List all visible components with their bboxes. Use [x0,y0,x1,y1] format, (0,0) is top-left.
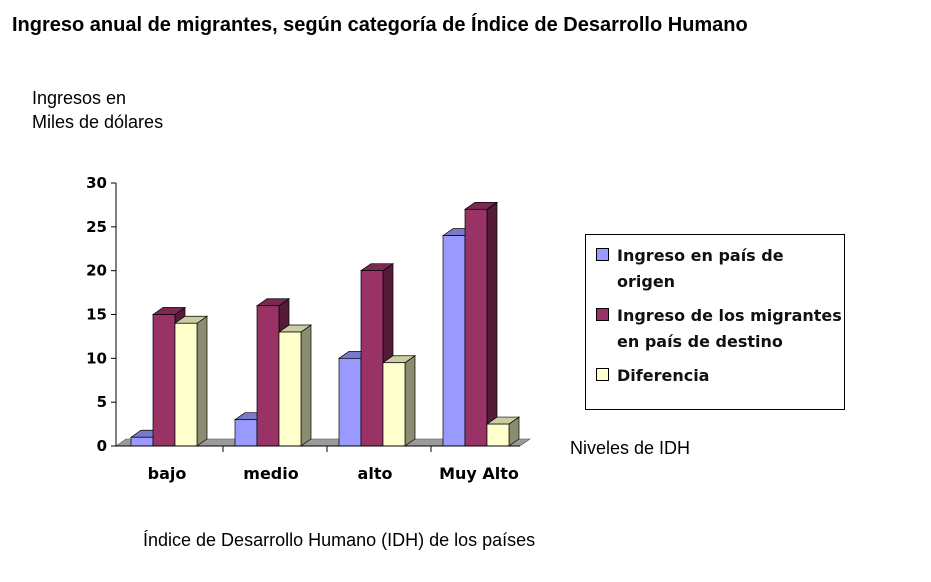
y-tick-label: 0 [97,437,107,455]
bar-origin [130,436,154,447]
y-tick-label: 5 [97,393,107,411]
bar-destination [464,208,488,447]
bar-side [196,315,208,447]
y-tick-label: 30 [86,174,107,192]
bar-difference [382,362,406,447]
legend-swatch-difference [596,368,609,381]
x-tick-label: alto [358,464,393,483]
bar-destination [360,270,384,447]
bar-difference [486,423,510,447]
y-axis-label-line-1: Ingresos en [32,88,127,108]
bar-origin [442,235,466,447]
bar-side [300,324,312,447]
legend-item-difference: Diferencia [596,363,709,389]
y-tick-label: 15 [86,306,107,324]
legend-label-destination: Ingreso de los migrantes en país de dest… [617,306,842,351]
depth-axis-label: Niveles de IDH [570,438,690,458]
bar-side [486,201,498,447]
bar-destination [256,305,280,447]
legend-item-destination: Ingreso de los migrantes en país de dest… [596,303,842,355]
bar-origin [338,357,362,447]
legend: Ingreso en país de origen Ingreso de los… [585,234,845,410]
legend-swatch-origin [596,248,609,261]
y-tick-label: 20 [86,262,107,280]
bar-destination [152,314,176,447]
y-tick-label: 25 [86,218,107,236]
bar-difference [278,331,302,447]
x-tick-label: Muy Alto [439,464,519,483]
bar-side [404,355,416,447]
y-tick-label: 10 [86,349,107,367]
legend-label-difference: Diferencia [617,366,710,385]
x-axis-title: Índice de Desarrollo Humano (IDH) de los… [143,530,536,550]
legend-label-origin: Ingreso en país de origen [617,246,784,291]
bar-origin [234,419,258,447]
x-tick-label: bajo [148,464,187,483]
y-axis-label-line-2: Miles de dólares [32,112,164,132]
bar-difference [174,322,198,447]
y-axis-label: Ingresos en Miles de dólares [32,86,163,134]
legend-swatch-destination [596,308,609,321]
x-tick-label: medio [243,464,298,483]
chart-title: Ingreso anual de migrantes, según catego… [12,14,748,36]
legend-item-origin: Ingreso en país de origen [596,243,844,295]
